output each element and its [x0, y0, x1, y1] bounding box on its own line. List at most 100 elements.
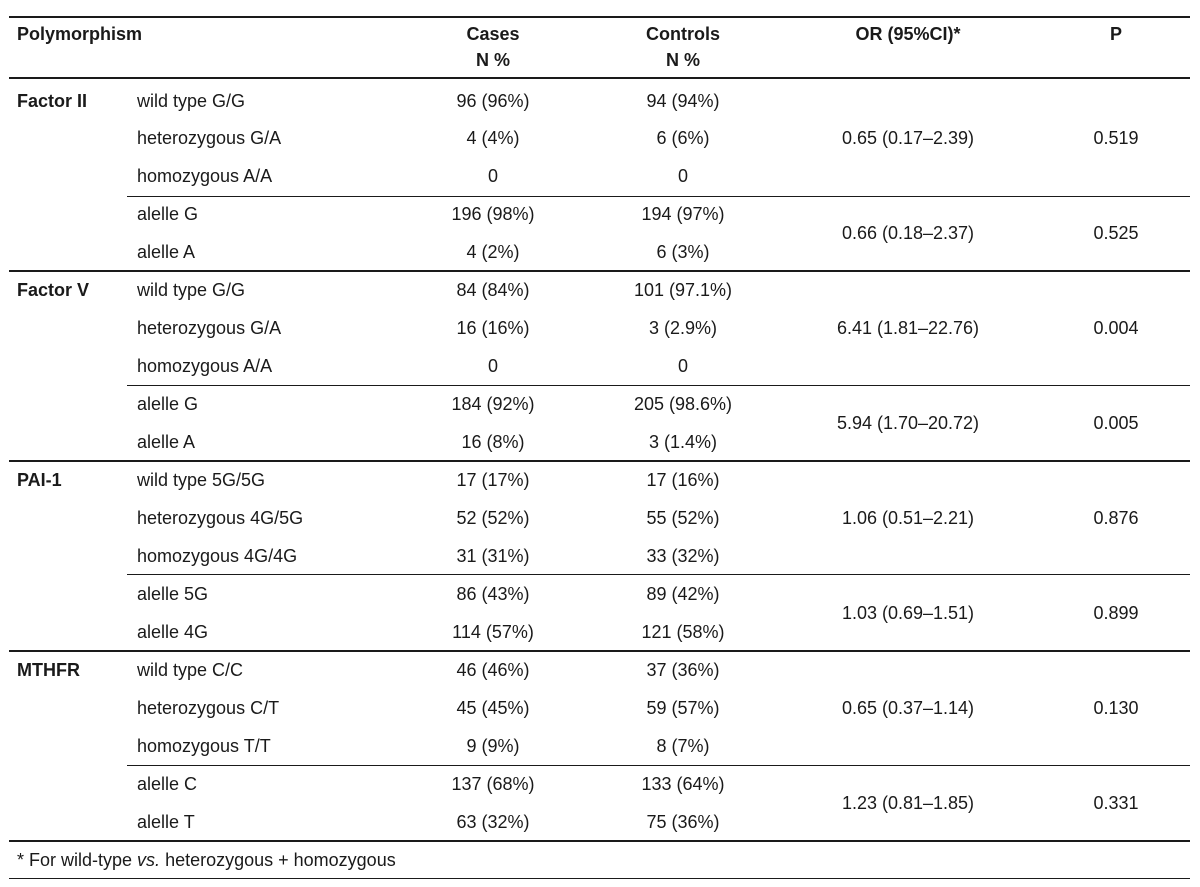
controls-cell: 3 (1.4%) [648, 432, 718, 452]
controls-cell: 194 (97%) [641, 204, 725, 224]
cases-cell: 31 (31%) [456, 546, 530, 566]
cases-cell: 4 (2%) [466, 242, 520, 262]
header-controls-unit: N % [665, 50, 700, 70]
header-or: OR (95%CI)* [855, 24, 961, 44]
header-controls: Controls [646, 24, 720, 44]
controls-cell: 17 (16%) [646, 470, 720, 490]
genotype-cell: heterozygous G/A [137, 128, 282, 148]
or-cell: 0.65 (0.17–2.39) [841, 128, 975, 148]
genotype-cell: homozygous T/T [137, 736, 271, 756]
controls-cell: 94 (94%) [646, 91, 720, 111]
genotype-cell: heterozygous C/T [137, 698, 280, 718]
controls-cell: 8 (7%) [656, 736, 710, 756]
footnote-prefix: * For wild-type [17, 850, 138, 870]
cases-cell: 9 (9%) [466, 736, 520, 756]
footnote: * For wild-type vs. heterozygous + homoz… [17, 849, 396, 871]
genotype-cell: wild type G/G [137, 280, 246, 300]
block-divider [127, 196, 1190, 197]
p-cell: 0.331 [1093, 793, 1139, 813]
group-divider [9, 460, 1190, 462]
footnote-rule [9, 878, 1190, 879]
controls-cell: 6 (6%) [656, 128, 710, 148]
genotype-cell: wild type G/G [137, 91, 246, 111]
controls-cell: 121 (58%) [641, 622, 725, 642]
cases-cell: 16 (8%) [461, 432, 525, 452]
table-bottom-rule [9, 840, 1190, 842]
controls-cell: 101 (97.1%) [633, 280, 733, 300]
cases-cell: 96 (96%) [456, 91, 530, 111]
genotype-cell: wild type 5G/5G [137, 470, 266, 490]
cases-cell: 63 (32%) [456, 812, 530, 832]
cases-cell: 16 (16%) [456, 318, 530, 338]
cases-cell: 17 (17%) [456, 470, 530, 490]
group-name: MTHFR [17, 660, 80, 680]
controls-cell: 6 (3%) [656, 242, 710, 262]
genotype-cell: alelle T [137, 812, 195, 832]
controls-cell: 133 (64%) [641, 774, 725, 794]
or-cell: 5.94 (1.70–20.72) [836, 413, 980, 433]
group-divider [9, 650, 1190, 652]
genotype-cell: homozygous A/A [137, 356, 273, 376]
or-cell: 1.23 (0.81–1.85) [841, 793, 975, 813]
block-divider [127, 385, 1190, 386]
genotype-cell: heterozygous 4G/5G [137, 508, 304, 528]
p-cell: 0.525 [1093, 223, 1139, 243]
cases-cell: 114 (57%) [452, 622, 534, 642]
cases-cell: 4 (4%) [466, 128, 520, 148]
cases-cell: 184 (92%) [451, 394, 535, 414]
genotype-cell: alelle A [137, 242, 196, 262]
genotype-cell: alelle C [137, 774, 198, 794]
controls-cell: 3 (2.9%) [648, 318, 718, 338]
p-cell: 0.899 [1093, 603, 1139, 623]
genotype-cell: alelle G [137, 394, 199, 414]
group-name: Factor V [17, 280, 90, 300]
p-cell: 0.130 [1093, 698, 1139, 718]
p-cell: 0.004 [1093, 318, 1139, 338]
cases-cell: 0 [487, 166, 498, 186]
controls-cell: 59 (57%) [646, 698, 720, 718]
controls-cell: 33 (32%) [646, 546, 720, 566]
group-divider [9, 270, 1190, 272]
controls-cell: 205 (98.6%) [633, 394, 733, 414]
group-name: Factor II [17, 91, 88, 111]
genotype-cell: wild type C/C [137, 660, 244, 680]
cases-cell: 52 (52%) [456, 508, 530, 528]
p-cell: 0.876 [1093, 508, 1139, 528]
genotype-cell: homozygous A/A [137, 166, 273, 186]
cases-cell: 0 [487, 356, 498, 376]
or-cell: 0.66 (0.18–2.37) [841, 223, 975, 243]
genotype-cell: alelle 5G [137, 584, 209, 604]
genotype-cell: homozygous 4G/4G [137, 546, 298, 566]
or-cell: 6.41 (1.81–22.76) [836, 318, 980, 338]
group-name: PAI-1 [17, 470, 62, 490]
cases-cell: 46 (46%) [456, 660, 530, 680]
cases-cell: 84 (84%) [456, 280, 530, 300]
or-cell: 0.65 (0.37–1.14) [841, 698, 975, 718]
block-divider [127, 574, 1190, 575]
or-cell: 1.03 (0.69–1.51) [841, 603, 975, 623]
genotype-cell: alelle G [137, 204, 199, 224]
genotype-cell: heterozygous G/A [137, 318, 282, 338]
p-cell: 0.005 [1093, 413, 1139, 433]
genotype-cell: alelle 4G [137, 622, 209, 642]
genotype-cell: alelle A [137, 432, 196, 452]
controls-cell: 0 [677, 356, 688, 376]
header-p: P [1109, 24, 1122, 44]
header-polymorphism: Polymorphism [17, 24, 143, 44]
cases-cell: 45 (45%) [456, 698, 530, 718]
controls-cell: 55 (52%) [646, 508, 720, 528]
or-cell: 1.06 (0.51–2.21) [841, 508, 975, 528]
controls-cell: 0 [677, 166, 688, 186]
table-top-rule [9, 16, 1190, 18]
footnote-suffix: heterozygous + homozygous [160, 850, 396, 870]
block-divider [127, 765, 1190, 766]
footnote-italic: vs. [137, 850, 161, 870]
controls-cell: 37 (36%) [646, 660, 720, 680]
cases-cell: 196 (98%) [451, 204, 535, 224]
controls-cell: 89 (42%) [646, 584, 720, 604]
header-cases: Cases [466, 24, 520, 44]
cases-cell: 86 (43%) [456, 584, 530, 604]
cases-cell: 137 (68%) [451, 774, 535, 794]
header-cases-unit: N % [475, 50, 510, 70]
p-cell: 0.519 [1093, 128, 1139, 148]
